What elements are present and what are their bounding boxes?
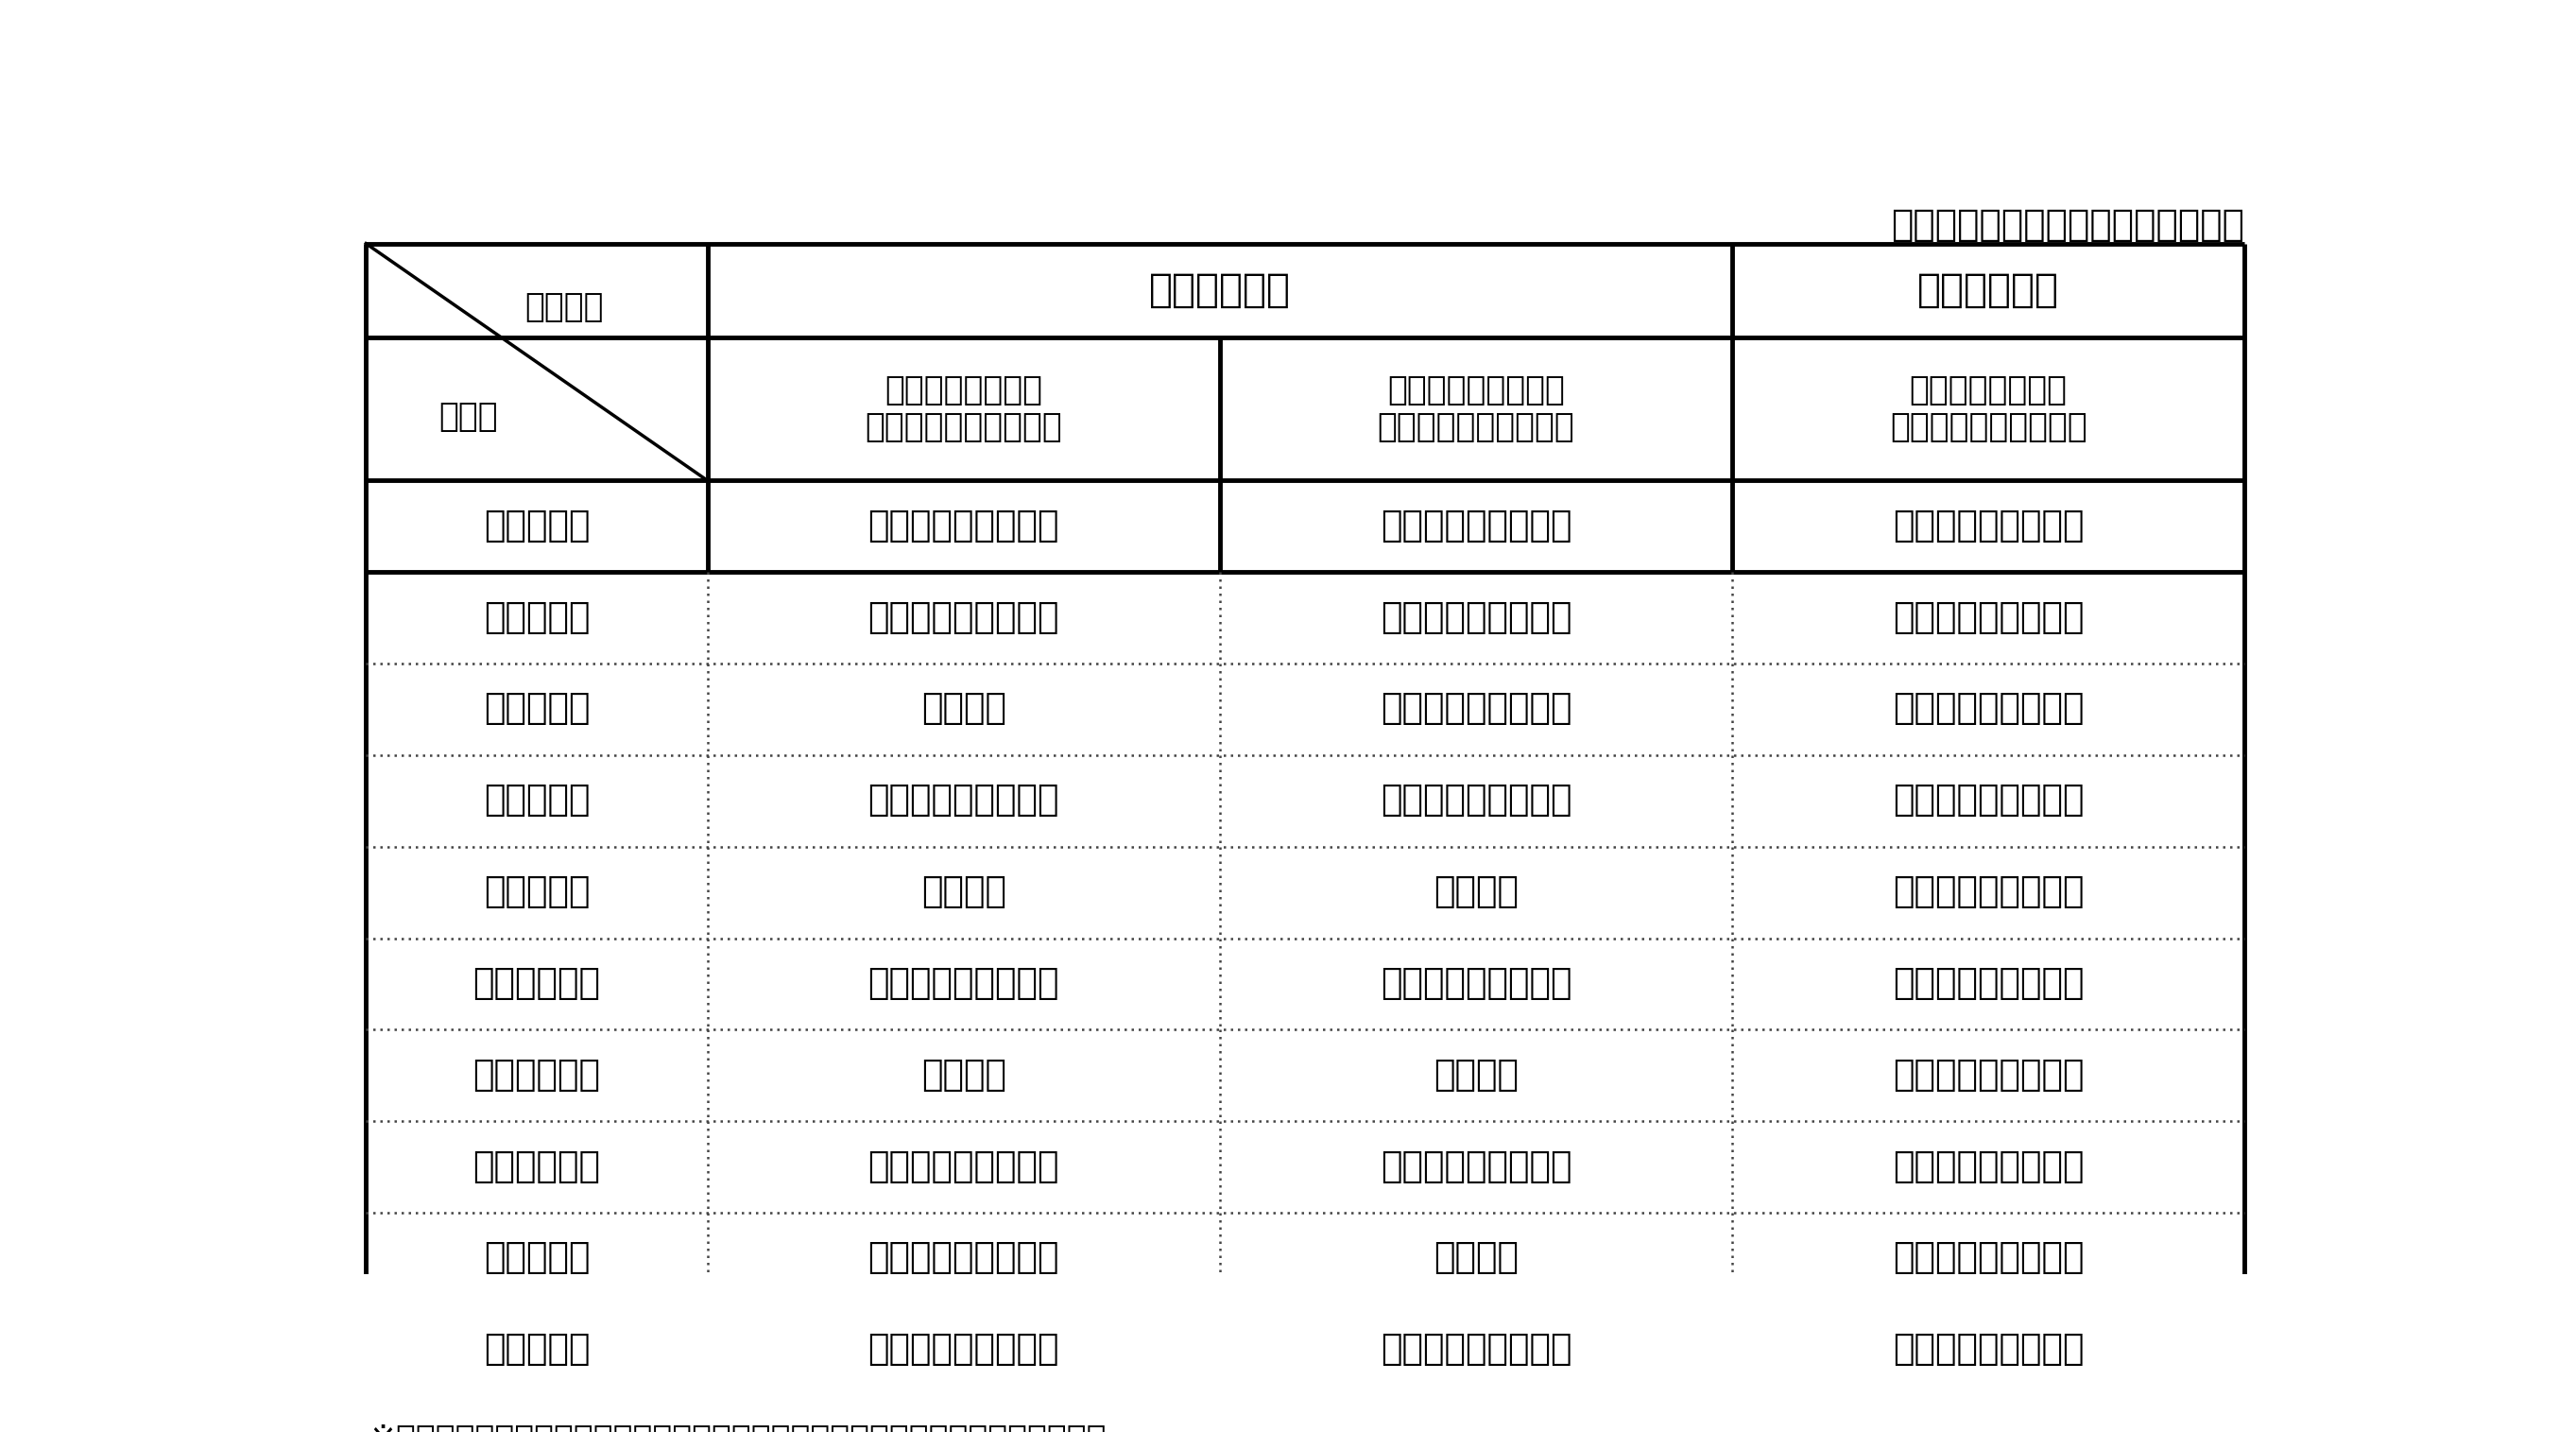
Text: ０．０３～０．０４: ０．０３～０．０４ <box>868 510 1059 543</box>
Text: ０．０２～０．０６: ０．０２～０．０６ <box>1893 510 2084 543</box>
Text: １１月２８日: １１月２８日 <box>474 1058 600 1093</box>
Text: ０．０２～０．０５: ０．０２～０．０５ <box>1893 875 2084 909</box>
Text: ０．０４～０．０５: ０．０４～０．０５ <box>1381 1150 1571 1184</box>
Text: ※１月、３月の測定で、一部の地点の空間放射線量率が低いのは、積雪の影響と考: ※１月、３月の測定で、一部の地点の空間放射線量率が低いのは、積雪の影響と考 <box>368 1423 1108 1432</box>
Text: １月２７日: １月２７日 <box>484 875 590 909</box>
Text: ０．０３～０．０４: ０．０３～０．０４ <box>868 967 1059 1001</box>
Text: ０．０３～０．０４: ０．０３～０．０４ <box>1381 967 1571 1001</box>
Text: ５月３０日: ５月３０日 <box>484 692 590 726</box>
Text: ０．０３～０．０５: ０．０３～０．０５ <box>868 1150 1059 1184</box>
Text: ０．０３～０．０６: ０．０３～０．０６ <box>1893 1058 2084 1093</box>
Text: ０．０３～０．０４: ０．０３～０．０４ <box>1381 692 1571 726</box>
Text: ０．０４: ０．０４ <box>1432 1058 1517 1093</box>
Text: ０．０４～０．０６: ０．０４～０．０６ <box>1893 1333 2084 1368</box>
Text: ０．０２～０．０４: ０．０２～０．０４ <box>868 601 1059 634</box>
Text: ０．０４～０．０６: ０．０４～０．０６ <box>1893 1242 2084 1276</box>
Text: ７月２５日: ７月２５日 <box>484 601 590 634</box>
Text: ０．０４～０．０６: ０．０４～０．０６ <box>1893 967 2084 1001</box>
Text: ０．０３～０．０６: ０．０３～０．０６ <box>1893 783 2084 818</box>
Text: エコシステム花岡
（測定箇所：３定点）: エコシステム花岡 （測定箇所：３定点） <box>866 374 1061 444</box>
Text: ０．０２～０．０３: ０．０２～０．０３ <box>1381 783 1571 818</box>
Text: ３月２１日: ３月２１日 <box>484 783 590 818</box>
Text: ９月２５日: ９月２５日 <box>484 510 590 543</box>
Text: ０．０２～０．０４: ０．０２～０．０４ <box>868 783 1059 818</box>
Text: ９月１３日: ９月１３日 <box>484 1242 590 1276</box>
Text: ０．０５～０．０６: ０．０５～０．０６ <box>1381 510 1571 543</box>
Text: ０．０３: ０．０３ <box>922 875 1007 909</box>
Text: ０．０４: ０．０４ <box>922 692 1007 726</box>
Text: ０．０４: ０．０４ <box>1432 1242 1517 1276</box>
Text: 埋立処分施設: 埋立処分施設 <box>1149 271 1291 311</box>
Text: ０．０３～０．０４: ０．０３～０．０４ <box>868 1242 1059 1276</box>
Text: ０．０４: ０．０４ <box>922 1058 1007 1093</box>
Text: ０．０５～０．０６: ０．０５～０．０６ <box>1381 601 1571 634</box>
Text: ０．０３: ０．０３ <box>1432 875 1517 909</box>
Text: ０．０３～０．０６: ０．０３～０．０６ <box>1893 692 2084 726</box>
Text: 測定日: 測定日 <box>438 401 497 432</box>
Text: ０．０３～０．０６: ０．０３～０．０６ <box>1893 1150 2084 1184</box>
Text: １０月３１日: １０月３１日 <box>474 1150 600 1184</box>
Text: グリーンフィル小坂
（測定箇所：４定点）: グリーンフィル小坂 （測定箇所：４定点） <box>1378 374 1574 444</box>
Text: 施設名等: 施設名等 <box>526 292 603 324</box>
Text: エコシステム秋田
（測定箇所：２定点）: エコシステム秋田 （測定箇所：２定点） <box>1891 374 2087 444</box>
Text: （単位：マイクロシーベルト／時）: （単位：マイクロシーベルト／時） <box>1891 208 2244 243</box>
Text: ０．０３～０．０６: ０．０３～０．０６ <box>1893 601 2084 634</box>
Text: ０．０３～０．０５: ０．０３～０．０５ <box>868 1333 1059 1368</box>
Text: ０．０３～０．０５: ０．０３～０．０５ <box>1381 1333 1571 1368</box>
Text: 中間処理施設: 中間処理施設 <box>1917 271 2058 311</box>
Text: ７月２２日: ７月２２日 <box>484 1333 590 1368</box>
Text: １２月１９日: １２月１９日 <box>474 967 600 1001</box>
